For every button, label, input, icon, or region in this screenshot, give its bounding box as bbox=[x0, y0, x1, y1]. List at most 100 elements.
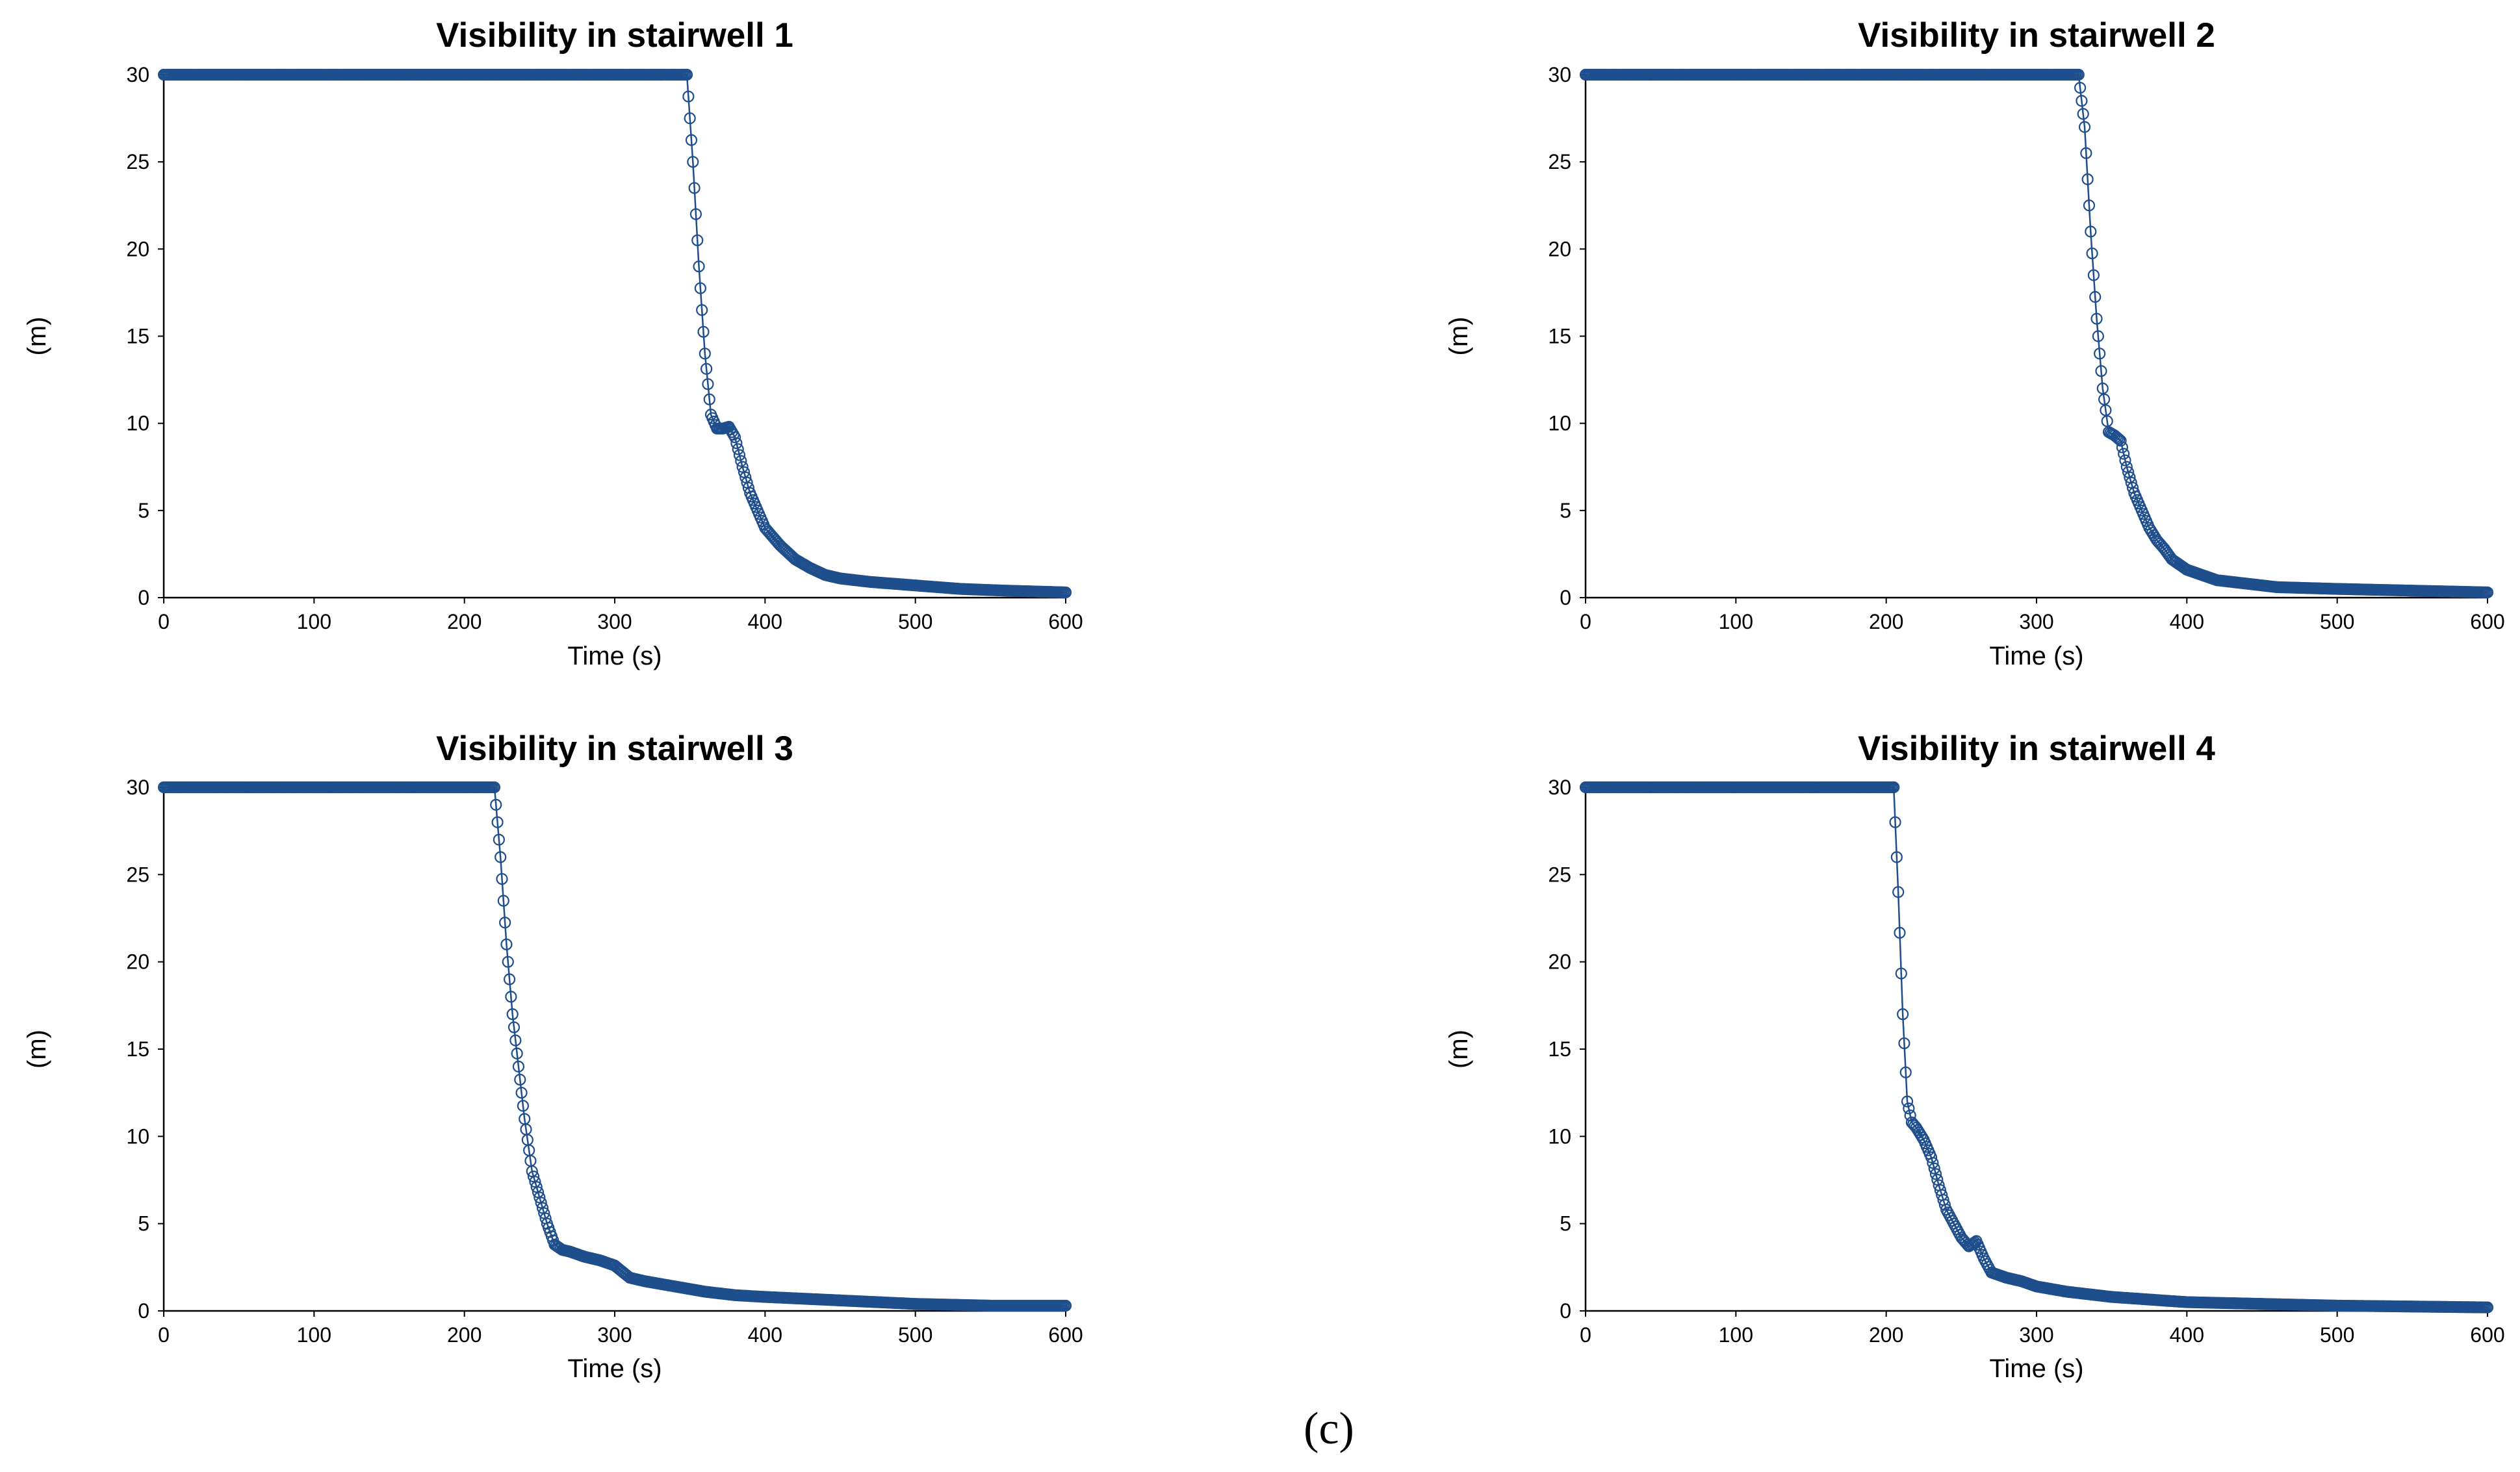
y-tick-label: 10 bbox=[126, 412, 149, 435]
data-point-marker bbox=[509, 1034, 522, 1047]
chart-title: Visibility in stairwell 1 bbox=[436, 16, 793, 55]
data-point-marker bbox=[680, 68, 693, 81]
y-tick-label: 20 bbox=[126, 237, 149, 260]
chart-stairwell-2: Visibility in stairwell 20 100 200 300 400 50… bbox=[1445, 16, 2505, 670]
data-point-marker bbox=[512, 1060, 525, 1072]
data-point-marker bbox=[2119, 454, 2131, 466]
x-tick-label: 500 bbox=[898, 610, 932, 633]
y-tick-label: 20 bbox=[1548, 950, 1571, 974]
series-markers bbox=[1579, 781, 2494, 1313]
data-point-marker bbox=[2095, 365, 2107, 377]
y-tick-label: 0 bbox=[138, 586, 149, 609]
x-tick-label: 100 bbox=[1719, 610, 1753, 633]
data-point-marker bbox=[2481, 1301, 2494, 1313]
y-tick-label: 5 bbox=[138, 499, 149, 522]
data-point-marker bbox=[503, 973, 516, 985]
data-point-marker bbox=[1927, 1157, 1939, 1169]
data-point-marker bbox=[688, 182, 701, 194]
data-point-marker bbox=[2118, 448, 2130, 460]
data-point-marker bbox=[2078, 121, 2091, 133]
x-tick-label: 600 bbox=[2470, 1323, 2504, 1347]
data-point-marker bbox=[1890, 851, 1903, 863]
x-tick-label: 200 bbox=[1869, 1323, 1903, 1347]
y-tick-label: 10 bbox=[126, 1124, 149, 1148]
data-point-marker bbox=[506, 1008, 519, 1021]
data-point-marker bbox=[701, 362, 713, 375]
y-tick-label: 30 bbox=[126, 776, 149, 799]
data-point-marker bbox=[1894, 926, 1906, 939]
x-tick-label: 200 bbox=[1869, 610, 1903, 633]
y-axis-label: (m) bbox=[1445, 1030, 1473, 1069]
data-point-marker bbox=[1931, 1173, 1944, 1186]
y-tick-label: 15 bbox=[126, 325, 149, 348]
chart-title: Visibility in stairwell 3 bbox=[436, 730, 793, 768]
data-point-marker bbox=[684, 112, 696, 125]
data-point-marker bbox=[2077, 108, 2089, 120]
series-markers bbox=[1579, 68, 2494, 599]
series-line bbox=[164, 73, 1066, 594]
data-point-marker bbox=[741, 476, 753, 489]
data-point-marker bbox=[735, 455, 747, 467]
x-tick-label: 100 bbox=[297, 1323, 331, 1347]
x-tick-label: 600 bbox=[2470, 610, 2504, 633]
y-tick-label: 10 bbox=[1548, 1124, 1571, 1148]
x-tick-label: 200 bbox=[447, 1323, 482, 1347]
y-tick-label: 30 bbox=[1548, 63, 1571, 86]
data-point-marker bbox=[1928, 1162, 1940, 1174]
x-tick-label: 300 bbox=[2019, 610, 2053, 633]
x-axis-label: Time (s) bbox=[1989, 1354, 2083, 1383]
data-point-marker bbox=[702, 378, 714, 390]
data-point-marker bbox=[2481, 586, 2494, 599]
data-point-marker bbox=[687, 156, 699, 168]
data-point-marker bbox=[2116, 441, 2128, 453]
data-point-marker bbox=[2089, 291, 2102, 303]
data-point-marker bbox=[1929, 1168, 1942, 1180]
chart-stairwell-3: Visibility in stairwell 30 100 200 300 400 50… bbox=[23, 730, 1083, 1383]
y-tick-label: 0 bbox=[138, 1299, 149, 1323]
data-point-marker bbox=[1899, 1066, 1912, 1078]
data-point-marker bbox=[739, 471, 752, 483]
x-tick-label: 300 bbox=[597, 1323, 632, 1347]
y-tick-label: 5 bbox=[1560, 1212, 1571, 1236]
data-point-marker bbox=[2086, 247, 2098, 260]
data-point-marker bbox=[694, 282, 706, 294]
data-point-marker bbox=[535, 1197, 547, 1209]
y-tick-label: 0 bbox=[1560, 1299, 1571, 1323]
y-tick-label: 15 bbox=[126, 1037, 149, 1061]
x-tick-label: 100 bbox=[297, 610, 331, 633]
x-tick-label: 0 bbox=[158, 1323, 170, 1347]
y-tick-label: 15 bbox=[1548, 1037, 1571, 1061]
y-tick-label: 15 bbox=[1548, 325, 1571, 348]
data-point-marker bbox=[2080, 147, 2092, 159]
data-point-marker bbox=[732, 443, 744, 455]
data-point-marker bbox=[491, 816, 504, 828]
data-point-marker bbox=[1059, 586, 1072, 599]
data-point-marker bbox=[2081, 173, 2094, 186]
x-axis-label: Time (s) bbox=[1989, 642, 2083, 670]
data-point-marker bbox=[1897, 1008, 1909, 1021]
y-tick-label: 20 bbox=[126, 950, 149, 974]
data-point-marker bbox=[1889, 816, 1901, 828]
data-point-marker bbox=[2113, 433, 2126, 446]
series-line bbox=[164, 786, 1066, 1307]
data-point-marker bbox=[505, 991, 517, 1003]
data-point-marker bbox=[497, 895, 509, 907]
data-point-marker bbox=[1888, 781, 1900, 794]
y-tick-label: 25 bbox=[126, 863, 149, 886]
data-point-marker bbox=[691, 234, 704, 247]
series-line bbox=[1586, 73, 2488, 594]
data-point-marker bbox=[2072, 68, 2085, 81]
x-tick-label: 400 bbox=[2170, 1323, 2204, 1347]
data-point-marker bbox=[2122, 466, 2135, 478]
data-point-marker bbox=[493, 833, 505, 846]
data-point-marker bbox=[2125, 476, 2137, 489]
data-point-marker bbox=[736, 461, 749, 473]
data-point-marker bbox=[2094, 348, 2106, 360]
data-point-marker bbox=[733, 449, 746, 461]
chart-title: Visibility in stairwell 4 bbox=[1858, 730, 2215, 768]
x-tick-label: 0 bbox=[158, 610, 170, 633]
series-markers bbox=[157, 781, 1072, 1312]
y-tick-label: 5 bbox=[138, 1212, 149, 1236]
x-tick-label: 300 bbox=[2019, 1323, 2053, 1347]
